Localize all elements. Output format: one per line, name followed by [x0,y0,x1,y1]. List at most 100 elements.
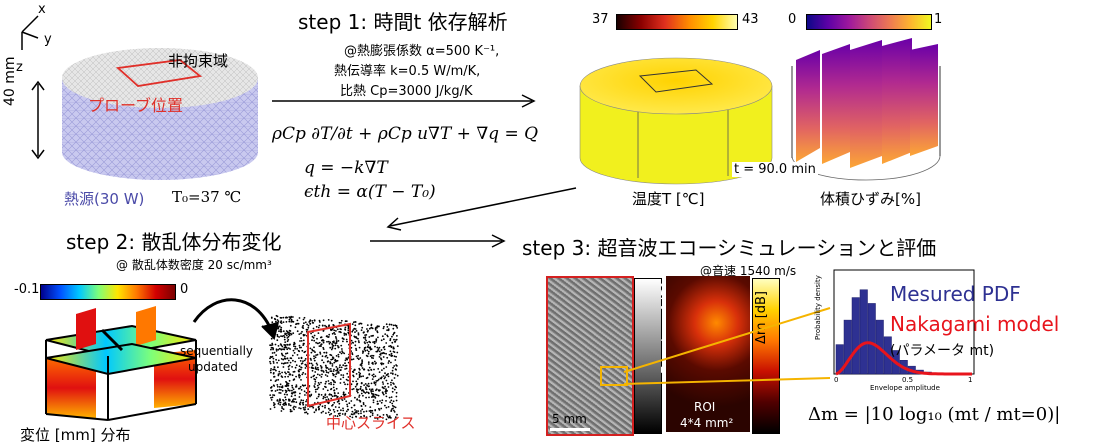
scatterer-dot [370,391,373,393]
scatterer-dot [310,362,313,365]
scatterer-dot [330,381,332,384]
envelope-colorbar [634,278,662,434]
scatterer-dot [380,363,383,366]
scatterer-dot [273,406,276,409]
heat-flux-equation: q = −k∇T [304,158,388,178]
scatterer-dot [333,392,336,395]
scatterer-dot [394,385,397,388]
scatterer-dot [285,352,287,355]
scatterer-dot [313,359,316,362]
scatterer-dot [280,317,283,319]
scatterer-dot [354,411,357,414]
scatterer-dot [337,346,340,349]
scatterer-dot [368,336,371,338]
scatterer-dot [310,351,313,354]
scatterer-dot [271,346,274,349]
scatterer-dot [281,407,284,410]
scatterer-dot [336,401,339,403]
scatterer-dot [302,406,305,409]
scatterer-dot [328,368,330,371]
scatterer-dot [385,388,387,390]
scatterer-dot [361,326,364,329]
roi-connector-lines [623,307,831,385]
scatterer-dot [367,382,370,385]
scatterer-dot [277,402,280,405]
histogram-bar [843,319,852,375]
scatterer-dot [284,344,287,346]
scatterer-dot [286,357,289,360]
scatterer-dot [379,389,381,391]
scatterer-dot [355,388,358,390]
scatterer-dot [330,394,333,396]
scatterer-dot [313,339,316,342]
scatterer-dot [300,362,303,365]
scatterer-dot [369,409,372,412]
scatterer-dot [305,411,308,414]
scatterer-dot [278,386,281,388]
scatterer-dot [376,326,378,329]
scatterer-dot [357,354,359,357]
scatterer-dot [298,333,301,335]
scatterer-dot [295,385,298,388]
scatterer-dot [317,386,320,389]
scatterer-dot [297,322,300,325]
scatterer-dot [299,401,302,404]
scatterer-dot [302,318,305,321]
scatterer-dot [356,357,359,359]
scatterer-dot [360,362,363,365]
scatterer-dot [389,401,392,404]
scatterer-dot [311,364,314,367]
scatterer-dot [288,333,290,336]
t0-label: T₀=37 ℃ [172,188,242,206]
scatterer-dot [278,330,280,333]
scatterer-dot [371,393,374,395]
scatterer-dot [313,346,315,349]
scatterer-dot [382,375,385,377]
scatterer-dot [278,336,280,338]
scatterer-dot [287,387,289,390]
scatterer-dot [276,385,279,388]
scatterer-dot [394,416,397,419]
scatterer-dot [367,352,370,355]
scatterer-dot [320,343,323,346]
scatterer-dot [396,327,399,329]
scatterer-dot [340,352,343,355]
scatterer-dot [355,355,358,358]
scatterer-dot [331,343,334,346]
scatterer-dot [380,349,383,351]
step3-subtitle: @音速 1540 m/s [700,264,797,278]
scatterer-dot [388,323,391,326]
scatterer-dot [342,351,344,354]
scatterer-dot [281,345,284,348]
scatterer-dot [372,363,374,365]
scatterer-dot [333,411,336,413]
scatterer-dot [275,354,277,356]
scatterer-dot [324,364,327,367]
scatterer-dot [336,372,339,374]
scatterer-dot [360,329,363,331]
scatterer-dot [393,355,396,358]
scatterer-dot [335,369,337,372]
scatterer-dot [369,347,372,350]
scatterer-dot [284,355,286,358]
scatterer-dot [272,394,274,396]
scatterer-dot [389,350,392,353]
scatterer-dot [289,316,292,319]
scatterer-dot [274,318,277,321]
scatterer-dot [353,404,356,407]
volumetric-strain-slices [791,38,941,181]
scatterer-dot [280,326,283,329]
scatterer-dot [328,393,331,396]
scatterer-dot [300,366,303,369]
scatterer-dot [344,412,347,415]
scatterer-dot [270,379,272,382]
scatterer-dot [380,376,383,379]
heat-source-label: 熱源(30 W) [64,190,145,208]
scatterer-dot [382,414,385,416]
axis-triad [21,15,39,50]
scatterer-dot [321,324,324,327]
scatterer-dot [362,403,365,406]
scatterer-dot [378,356,381,358]
scatterer-dot [329,353,332,356]
scatterer-dot [283,393,286,396]
